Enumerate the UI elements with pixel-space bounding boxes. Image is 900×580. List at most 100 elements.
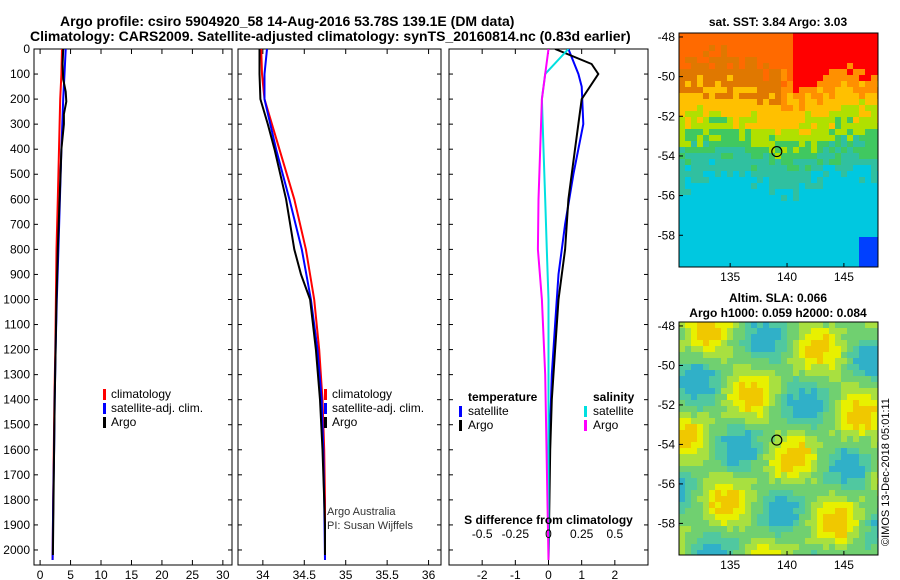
map-cell: [697, 141, 703, 147]
map-cell: [763, 448, 769, 454]
map-cell: [703, 346, 709, 352]
map-cell: [823, 418, 829, 424]
map-cell: [715, 99, 721, 105]
map-cell: [835, 261, 841, 267]
map-cell: [841, 376, 847, 382]
map-cell: [829, 63, 835, 69]
map-cell: [799, 406, 805, 412]
map-cell: [715, 418, 721, 424]
map-cell: [847, 117, 853, 123]
map-cell: [871, 382, 877, 388]
map-cell: [841, 442, 847, 448]
map-cell: [685, 358, 691, 364]
map-cell: [859, 75, 865, 81]
map-cell: [733, 129, 739, 135]
map-cell: [799, 424, 805, 430]
map-cell: [805, 249, 811, 255]
map-cell: [787, 93, 793, 99]
map-cell: [769, 328, 775, 334]
map-cell: [811, 430, 817, 436]
map-cell: [811, 520, 817, 526]
map-cell: [727, 159, 733, 165]
map-cell: [715, 502, 721, 508]
map-cell: [715, 129, 721, 135]
map-cell: [691, 478, 697, 484]
map-cell: [685, 81, 691, 87]
map-cell: [775, 87, 781, 93]
map-cell: [865, 99, 871, 105]
map-cell: [787, 508, 793, 514]
map-cell: [751, 105, 757, 111]
map-cell: [715, 213, 721, 219]
map-cell: [691, 412, 697, 418]
map-cell: [679, 255, 685, 261]
map-cell: [697, 400, 703, 406]
map-cell: [853, 544, 859, 550]
map-cell: [769, 550, 775, 555]
map-cell: [871, 183, 877, 189]
map-cell: [781, 39, 787, 45]
map-cell: [829, 117, 835, 123]
map-cell: [727, 51, 733, 57]
map-cell: [685, 39, 691, 45]
map-cell: [781, 514, 787, 520]
map-cell: [763, 352, 769, 358]
map-cell: [763, 255, 769, 261]
map-cell: [751, 117, 757, 123]
map-cell: [739, 328, 745, 334]
map-cell: [757, 364, 763, 370]
map-cell: [787, 177, 793, 183]
map-cell: [871, 111, 877, 117]
map-cell: [733, 340, 739, 346]
map-cell: [775, 111, 781, 117]
map-cell: [871, 520, 877, 526]
map-cell: [679, 364, 685, 370]
map-cell: [835, 532, 841, 538]
map-cell: [721, 508, 727, 514]
map-cell: [805, 448, 811, 454]
map-cell: [841, 424, 847, 430]
map-cell: [745, 249, 751, 255]
map-cell: [799, 520, 805, 526]
map-cell: [835, 370, 841, 376]
map-cell: [715, 207, 721, 213]
map-cell: [727, 388, 733, 394]
map-cell: [703, 412, 709, 418]
map-cell: [775, 261, 781, 267]
map-cell: [697, 183, 703, 189]
map-cell: [811, 99, 817, 105]
map-cell: [727, 111, 733, 117]
map-cell: [859, 508, 865, 514]
map-cell: [829, 340, 835, 346]
map-cell: [835, 189, 841, 195]
map-cell: [859, 201, 865, 207]
map-cell: [775, 436, 781, 442]
map-cell: [727, 424, 733, 430]
map-cell: [757, 159, 763, 165]
map-cell: [781, 201, 787, 207]
map-cell: [751, 340, 757, 346]
map-cell: [871, 177, 877, 183]
map-cell: [775, 484, 781, 490]
map-cell: [817, 87, 823, 93]
map-cell: [829, 213, 835, 219]
map-cell: [739, 63, 745, 69]
map-cell: [775, 117, 781, 123]
map-cell: [769, 364, 775, 370]
map-cell: [817, 424, 823, 430]
map-cell: [727, 358, 733, 364]
map-cell: [775, 243, 781, 249]
map-cell: [769, 526, 775, 532]
map-cell: [715, 388, 721, 394]
map-cell: [859, 334, 865, 340]
map-cell: [727, 45, 733, 51]
map-cell: [823, 81, 829, 87]
map-cell: [721, 141, 727, 147]
map-cell: [679, 69, 685, 75]
map-cell: [793, 544, 799, 550]
map-cell: [823, 57, 829, 63]
map-cell: [709, 231, 715, 237]
map-cell: [679, 159, 685, 165]
map-cell: [739, 171, 745, 177]
map-cell: [793, 57, 799, 63]
